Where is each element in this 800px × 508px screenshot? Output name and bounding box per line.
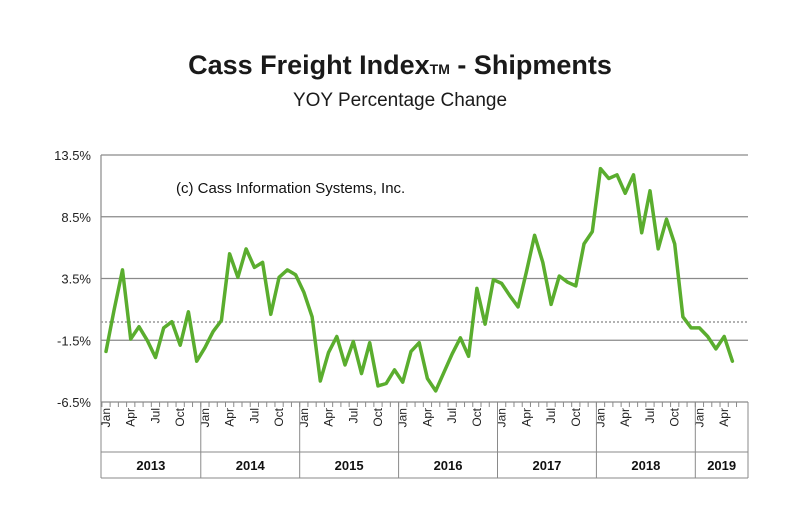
x-tick-label: Apr (322, 408, 336, 427)
x-tick-label: Oct (173, 407, 187, 426)
year-label: 2013 (136, 458, 165, 473)
x-tick-label: Jan (495, 408, 509, 427)
x-tick-label: Oct (470, 407, 484, 426)
y-tick-label: -1.5% (57, 333, 91, 348)
x-tick-label: Jul (544, 408, 558, 423)
x-tick-label: Jul (445, 408, 459, 423)
x-tick-label: Jul (247, 408, 261, 423)
year-label: 2018 (631, 458, 660, 473)
y-tick-label: 3.5% (61, 272, 91, 287)
x-tick-label: Apr (124, 408, 138, 427)
year-label: 2015 (335, 458, 364, 473)
x-tick-label: Apr (420, 408, 434, 427)
year-label: 2016 (434, 458, 463, 473)
x-tick-label: Jan (297, 408, 311, 427)
x-tick-label: Jan (198, 408, 212, 427)
x-tick-label: Jul (148, 408, 162, 423)
y-tick-label: -6.5% (57, 395, 91, 410)
chart-title: Cass Freight IndexTM - Shipments (188, 50, 612, 80)
chart-subtitle: YOY Percentage Change (292, 90, 508, 111)
data-points (105, 168, 733, 391)
x-tick-label: Apr (223, 408, 237, 427)
series-line (104, 166, 735, 393)
x-tick-label: Jul (346, 408, 360, 423)
x-tick-label: Apr (717, 408, 731, 427)
x-tick-label: Apr (618, 408, 632, 427)
year-label: 2014 (236, 458, 266, 473)
y-axis-labels: 13.5% 8.5% 3.5% -1.5% -6.5% (54, 148, 91, 410)
y-tick-label: 13.5% (54, 148, 91, 163)
x-tick-label: Apr (519, 408, 533, 427)
copyright-annotation: (c) Cass Information Systems, Inc. (176, 180, 405, 197)
y-tick-label: 8.5% (61, 210, 91, 225)
year-label: 2017 (532, 458, 561, 473)
year-label: 2019 (707, 458, 736, 473)
x-axis: Jan Apr Jul Oct Jan Apr Jul Oct Jan Apr Jul Oct Jan A… (99, 402, 749, 479)
x-tick-label: Jan (396, 408, 410, 427)
x-tick-label: Oct (668, 407, 682, 426)
x-tick-label: Jan (99, 408, 113, 427)
x-tick-label: Jan (692, 408, 706, 427)
x-tick-label: Jan (594, 408, 608, 427)
x-tick-label: Oct (371, 407, 385, 426)
x-tick-label: Oct (569, 407, 583, 426)
x-tick-label: Oct (272, 407, 286, 426)
x-tick-label: Jul (643, 408, 657, 423)
trademark-mark: TM (429, 61, 450, 77)
